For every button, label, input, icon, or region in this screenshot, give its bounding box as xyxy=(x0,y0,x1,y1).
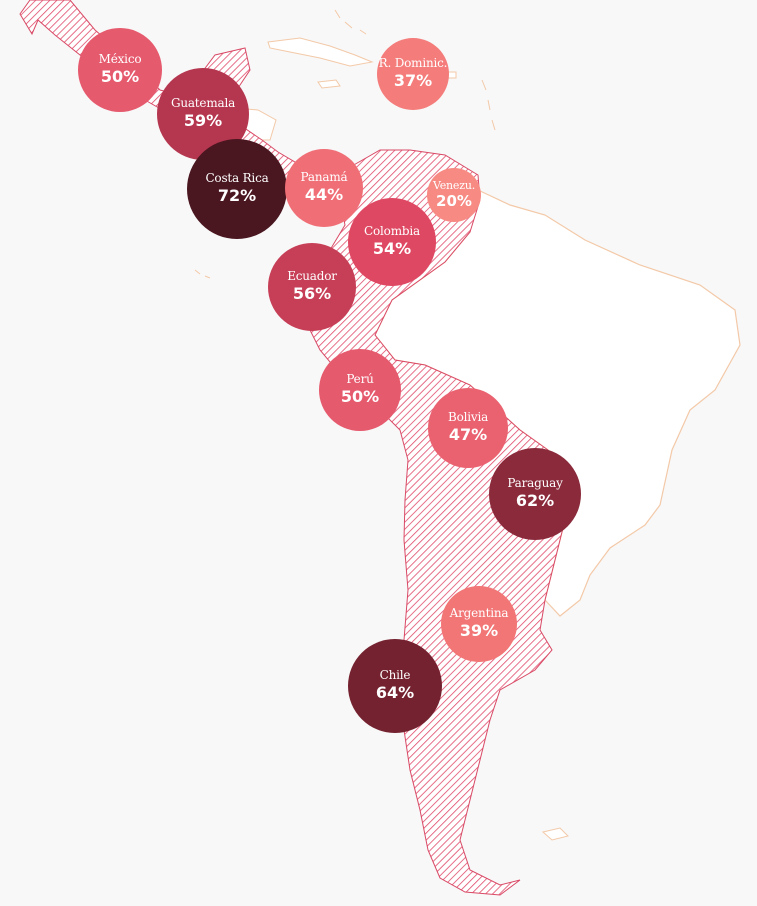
bubble-costa-rica[interactable]: Costa Rica 72% xyxy=(187,139,287,239)
bubble-chile[interactable]: Chile 64% xyxy=(348,639,442,733)
falklands-shape xyxy=(541,827,569,841)
bubble-country-label: Perú xyxy=(346,372,374,387)
bubble-value-label: 62% xyxy=(515,491,555,511)
bubble-country-label: Guatemala xyxy=(170,96,236,111)
bubble-value-label: 50% xyxy=(100,67,140,87)
bubble-value-label: 47% xyxy=(448,425,488,445)
bubble-value-label: 72% xyxy=(217,186,257,206)
galapagos-shape xyxy=(194,269,211,279)
bubble-panama[interactable]: Panamá 44% xyxy=(285,149,363,227)
bubble-paraguay[interactable]: Paraguay 62% xyxy=(489,448,581,540)
bubble-peru[interactable]: Perú 50% xyxy=(319,349,401,431)
bubble-country-label: Colombia xyxy=(364,224,420,239)
bubble-colombia[interactable]: Colombia 54% xyxy=(348,198,436,286)
bubble-country-label: Ecuador xyxy=(287,269,337,284)
bubble-country-label: México xyxy=(98,52,142,67)
cuba-shape xyxy=(267,37,374,67)
bubble-value-label: 50% xyxy=(340,387,380,407)
bubble-bolivia[interactable]: Bolivia 47% xyxy=(428,388,508,468)
bubble-ecuador[interactable]: Ecuador 56% xyxy=(268,243,356,331)
bubble-country-label: Venezu. xyxy=(432,178,475,192)
antilles-shape xyxy=(481,79,496,131)
bubble-mexico[interactable]: México 50% xyxy=(78,28,162,112)
bubble-argentina[interactable]: Argentina 39% xyxy=(441,586,517,662)
bubble-value-label: 54% xyxy=(372,239,412,259)
bubble-republica-dominicana[interactable]: R. Dominic. 37% xyxy=(377,38,449,110)
jamaica-shape xyxy=(317,79,341,89)
bubble-country-label: Chile xyxy=(379,668,411,683)
bubble-value-label: 56% xyxy=(292,284,332,304)
bubble-country-label: Bolivia xyxy=(447,410,489,425)
bubble-value-label: 37% xyxy=(393,71,433,91)
bubble-country-label: Argentina xyxy=(449,606,509,621)
bubble-country-label: R. Dominic. xyxy=(378,56,448,71)
bubble-country-label: Paraguay xyxy=(507,476,563,491)
bubble-country-label: Panamá xyxy=(300,170,348,185)
bubble-venezuela[interactable]: Venezu. 20% xyxy=(427,168,481,222)
bubble-value-label: 39% xyxy=(459,621,499,641)
bahamas-shape xyxy=(334,9,367,35)
bubble-value-label: 44% xyxy=(304,185,344,205)
bubble-value-label: 64% xyxy=(375,683,415,703)
bubble-value-label: 20% xyxy=(436,192,472,211)
bubble-country-label: Costa Rica xyxy=(205,171,269,186)
bubble-value-label: 59% xyxy=(183,111,223,131)
